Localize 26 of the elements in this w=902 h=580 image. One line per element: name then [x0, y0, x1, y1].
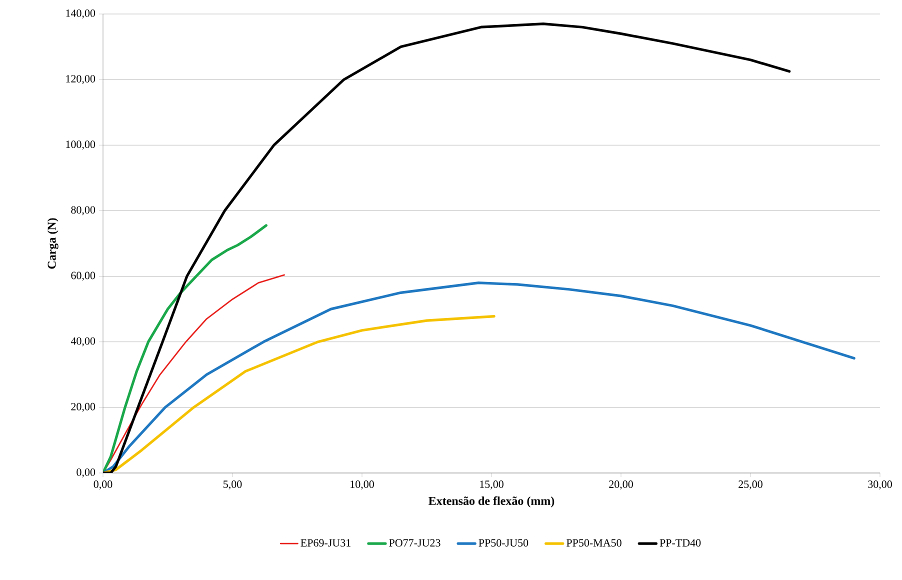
line-series — [103, 314, 496, 473]
y-axis-title: Carga (N) — [47, 218, 58, 269]
line-series — [103, 22, 791, 473]
y-tick-label: 100,00 — [66, 140, 96, 150]
legend-label: PP50-MA50 — [566, 539, 622, 547]
legend-label: PO77-JU23 — [389, 539, 440, 547]
x-tick-label: 0,00 — [94, 480, 112, 490]
y-tick-label: 80,00 — [71, 206, 96, 216]
y-tick-label: 40,00 — [70, 337, 96, 346]
legend-label: EP69-JU31 — [300, 539, 350, 547]
x-axis-title: Extensão de flexão (mm) — [428, 496, 554, 508]
y-tick-label: 0,00 — [76, 468, 96, 478]
legend-label: PP-TD40 — [660, 539, 701, 547]
x-tick-label: 5,00 — [224, 480, 242, 490]
y-tick-label: 60,00 — [71, 272, 96, 281]
line-series — [103, 224, 268, 473]
x-tick-label: 30,00 — [868, 480, 892, 490]
y-tick-label: 140,00 — [66, 9, 96, 18]
legend-label: PP50-JU50 — [478, 539, 528, 547]
x-tick-label: 20,00 — [609, 480, 633, 490]
line-series — [103, 282, 856, 473]
x-tick-label: 25,00 — [738, 480, 762, 490]
y-tick-label: 20,00 — [71, 402, 96, 412]
y-tick-label: 120,00 — [66, 75, 96, 84]
x-tick-label: 15,00 — [480, 480, 504, 490]
x-tick-label: 10,00 — [350, 480, 374, 490]
